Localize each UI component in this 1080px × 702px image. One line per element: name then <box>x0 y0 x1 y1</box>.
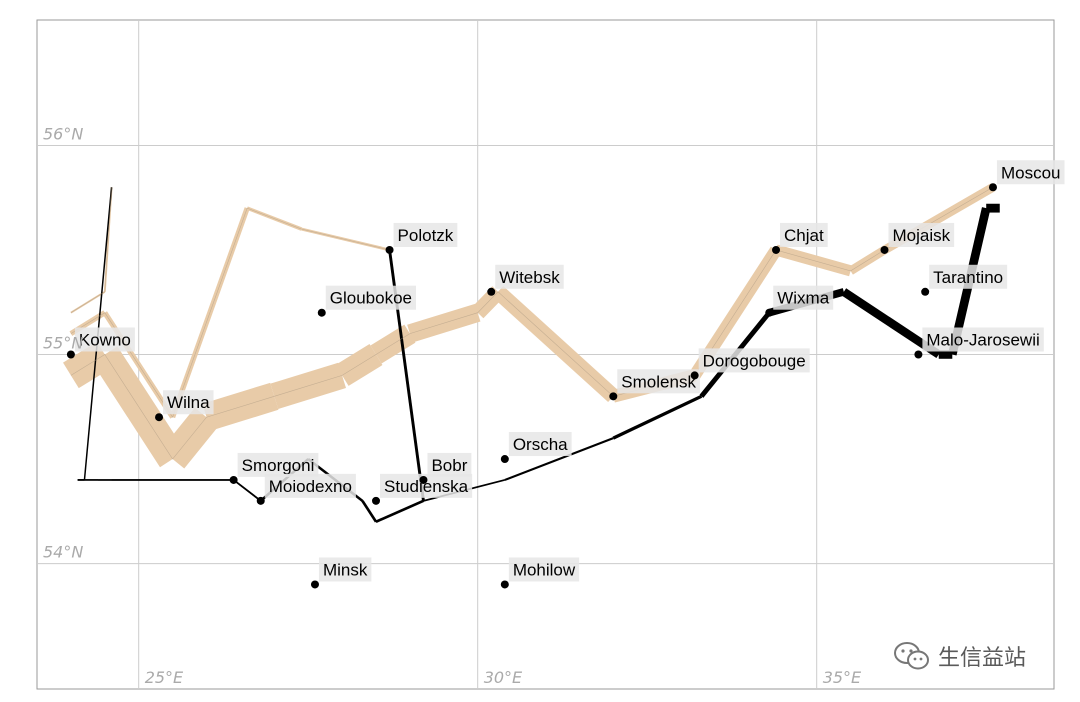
city-dot <box>317 308 326 317</box>
city-dot <box>385 245 394 254</box>
city-label-bg <box>74 327 135 352</box>
city-label-bg <box>698 348 810 373</box>
x-tick-label: 35°E <box>823 668 862 687</box>
city-label-bg <box>508 432 572 457</box>
city-label-bg <box>780 222 828 247</box>
city-dot <box>921 287 930 296</box>
grid <box>37 20 1054 689</box>
city-label: Smolensk <box>621 372 696 391</box>
city-label: Wilna <box>167 393 210 412</box>
city-label: Smorgoni <box>242 456 315 475</box>
city-label: Wixma <box>777 289 829 308</box>
city-label-bg <box>163 390 214 415</box>
city-dot <box>880 245 889 254</box>
city-label-bg <box>508 557 580 582</box>
city-dot <box>229 475 238 484</box>
city-label: Moscou <box>1001 163 1061 182</box>
city-label-bg <box>325 285 416 310</box>
axis-labels: 25°E 30°E 35°E 54°N 55°N 56°N <box>43 124 862 687</box>
city-dot <box>772 245 781 254</box>
city-dot <box>256 496 265 505</box>
watermark-text: 生信益站 <box>938 646 1027 671</box>
city-dot <box>487 287 496 296</box>
city-dot <box>609 392 618 401</box>
city-dot <box>500 580 509 589</box>
city-dot <box>690 371 699 380</box>
city-label: Mojaisk <box>893 226 951 245</box>
city-dot <box>310 580 319 589</box>
city-label-bg <box>888 222 955 247</box>
city-dot <box>419 475 428 484</box>
city-label: Moiodexno <box>269 477 352 496</box>
city-label-bg <box>617 369 700 394</box>
city-label-bg <box>264 473 356 498</box>
retreat-segment-group-1 <box>612 394 703 440</box>
city-label: Orscha <box>513 435 568 454</box>
city-label: Minsk <box>323 560 368 579</box>
city-label: Tarantino <box>933 268 1003 287</box>
retreat-segment-group-2 <box>375 499 424 523</box>
city-label: Mohilow <box>513 560 576 579</box>
city-dot <box>914 350 923 359</box>
city-label: Gloubokoe <box>330 289 412 308</box>
retreat-segment-group-1 <box>504 437 614 481</box>
city-dot <box>988 183 997 192</box>
city-label-bg <box>318 557 372 582</box>
city-label-bg <box>922 327 1044 352</box>
city-label: Chjat <box>784 226 824 245</box>
wechat-icon <box>894 642 929 670</box>
city-dot <box>372 496 380 505</box>
city-label-bg <box>773 285 834 310</box>
city-dot <box>765 308 774 317</box>
retreat-segment-group-2 <box>361 500 378 523</box>
city-dot <box>500 455 509 464</box>
city-label: Witebsk <box>499 268 560 287</box>
city-label: Kowno <box>79 331 131 350</box>
cities: Kowno Wilna Smorgoni Moiodexno Gloubokoe Mins… <box>66 160 1065 589</box>
x-tick-label: 30°E <box>484 668 523 687</box>
city-label: Dorogobouge <box>703 351 806 370</box>
x-tick-label: 25°E <box>145 668 184 687</box>
city-label: Studienska <box>384 477 469 496</box>
city-label-bg <box>393 222 458 247</box>
y-tick-label: 54°N <box>43 543 83 562</box>
city-label: Bobr <box>431 456 467 475</box>
city-label: Malo-Jarosewii <box>926 331 1039 350</box>
watermark: 生信益站 <box>892 636 1062 676</box>
y-tick-label: 55°N <box>43 334 83 353</box>
city-dot <box>66 350 75 359</box>
city-label-bg <box>996 160 1065 185</box>
city-label-bg <box>495 264 564 289</box>
advance-outline-group-3 <box>70 187 112 313</box>
city-label-bg <box>237 452 319 477</box>
retreat-segment-group-2 <box>233 479 262 502</box>
y-tick-label: 56°N <box>43 124 83 143</box>
city-label-bg <box>427 452 472 477</box>
advance-outline-group-1 <box>70 186 994 460</box>
city-label-bg <box>929 264 1008 289</box>
city-label: Polotzk <box>398 226 454 245</box>
city-dot <box>155 413 164 422</box>
advance-outline-group-2 <box>70 207 390 418</box>
